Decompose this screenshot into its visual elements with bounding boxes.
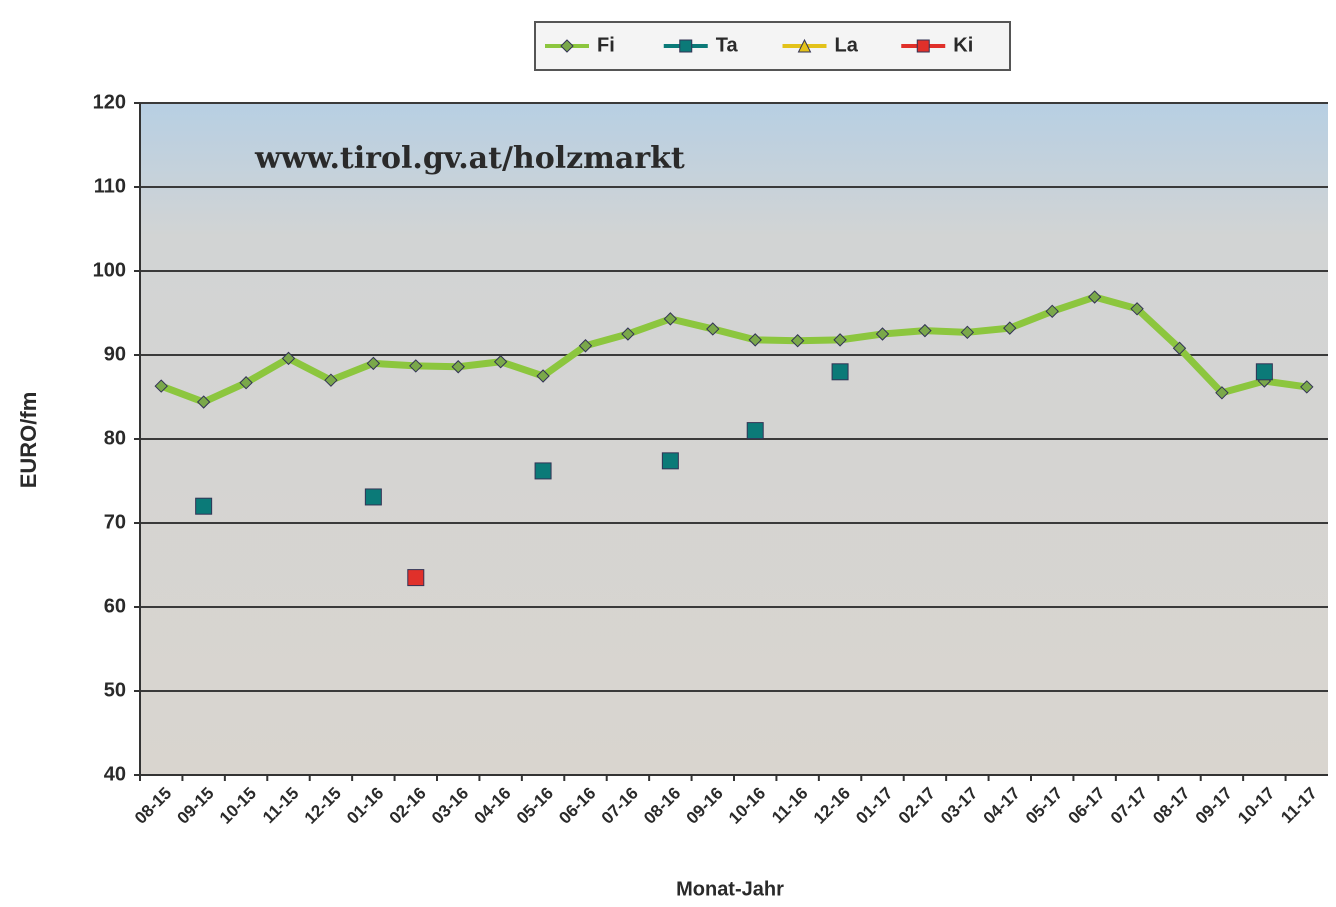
- x-tick-label: 09-16: [683, 784, 727, 828]
- chart: www.tirol.gv.at/holzmarkt EURO/fm Monat-…: [0, 0, 1336, 902]
- x-tick-label: 07-16: [598, 784, 642, 828]
- legend-marker: [917, 40, 929, 52]
- y-tick-label: 120: [93, 91, 126, 113]
- x-tick-label: 01-16: [343, 784, 387, 828]
- y-tick-label: 60: [104, 595, 126, 617]
- x-tick-label: 03-16: [428, 784, 472, 828]
- data-point: [535, 463, 551, 479]
- data-point: [662, 453, 678, 469]
- data-point: [365, 489, 381, 505]
- x-tick-label: 10-17: [1234, 784, 1278, 828]
- x-tick-label: 09-15: [173, 784, 217, 828]
- x-tick-label: 08-16: [640, 784, 684, 828]
- x-tick-label: 03-17: [937, 784, 981, 828]
- data-point: [832, 364, 848, 380]
- x-axis-label: Monat-Jahr: [676, 878, 784, 900]
- legend-marker: [680, 40, 692, 52]
- x-tick-label: 11-16: [768, 784, 812, 828]
- x-tick-label: 05-17: [1022, 784, 1066, 828]
- y-tick-label: 40: [104, 763, 126, 785]
- x-tick-label: 01-17: [852, 784, 896, 828]
- y-tick-label: 100: [93, 259, 126, 281]
- x-tick-label: 02-17: [895, 784, 939, 828]
- annotation: www.tirol.gv.at/holzmarkt: [254, 141, 685, 176]
- x-tick-label: 10-15: [216, 784, 260, 828]
- y-axis-label: EURO/fm: [16, 392, 41, 489]
- y-tick-label: 110: [94, 175, 126, 197]
- x-tick-label: 10-16: [725, 784, 769, 828]
- data-point: [1256, 364, 1272, 380]
- y-tick-label: 70: [104, 511, 126, 533]
- legend-label: Ki: [953, 34, 973, 56]
- data-point: [408, 570, 424, 586]
- x-tick-label: 02-16: [386, 784, 430, 828]
- x-tick-label: 08-15: [131, 784, 175, 828]
- legend-label: La: [835, 34, 859, 56]
- x-tick-label: 09-17: [1192, 784, 1236, 828]
- data-point: [747, 423, 763, 439]
- y-tick-label: 90: [104, 343, 126, 365]
- x-tick-label: 06-17: [1064, 784, 1108, 828]
- data-point: [196, 498, 212, 514]
- legend-label: Fi: [597, 34, 615, 56]
- x-tick-label: 07-17: [1107, 784, 1151, 828]
- x-tick-label: 06-16: [555, 784, 599, 828]
- x-tick-label: 11-17: [1277, 784, 1321, 828]
- x-tick-label: 04-16: [470, 784, 514, 828]
- x-tick-label: 12-16: [810, 784, 854, 828]
- x-tick-label: 08-17: [1149, 784, 1193, 828]
- x-tick-label: 11-15: [259, 784, 303, 828]
- legend-label: Ta: [716, 34, 739, 56]
- x-tick-label: 05-16: [513, 784, 557, 828]
- x-tick-label: 04-17: [980, 784, 1024, 828]
- x-tick-label: 12-15: [301, 784, 345, 828]
- y-tick-label: 50: [104, 679, 126, 701]
- y-tick-label: 80: [104, 427, 126, 449]
